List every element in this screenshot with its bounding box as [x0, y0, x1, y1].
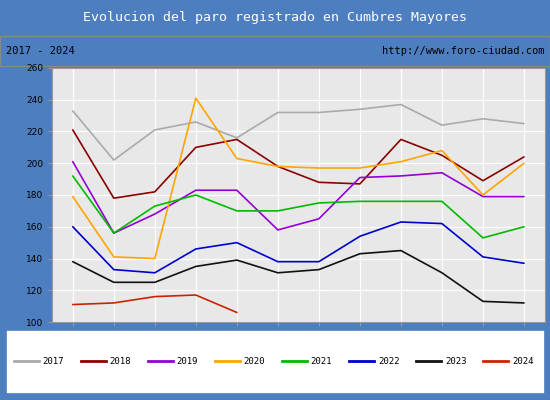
Text: 2018: 2018 [109, 356, 131, 366]
Text: 2020: 2020 [244, 356, 265, 366]
Text: 2017: 2017 [42, 356, 64, 366]
Text: 2019: 2019 [177, 356, 198, 366]
Text: 2022: 2022 [378, 356, 399, 366]
Text: 2021: 2021 [311, 356, 332, 366]
Text: http://www.foro-ciudad.com: http://www.foro-ciudad.com [382, 46, 544, 56]
Text: 2024: 2024 [512, 356, 534, 366]
Text: Evolucion del paro registrado en Cumbres Mayores: Evolucion del paro registrado en Cumbres… [83, 12, 467, 24]
Bar [6, 330, 544, 394]
Text: 2017 - 2024: 2017 - 2024 [6, 46, 74, 56]
Text: 2023: 2023 [445, 356, 466, 366]
